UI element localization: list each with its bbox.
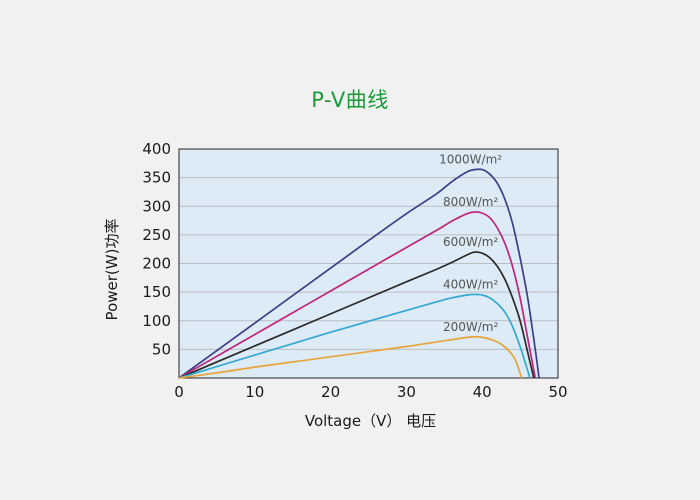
series-label: 600W/m² xyxy=(443,235,499,249)
x-tick-label: 0 xyxy=(174,383,184,401)
series-line-3 xyxy=(178,293,531,379)
series-line-4 xyxy=(178,335,523,379)
y-tick-label: 200 xyxy=(142,255,171,273)
x-tick-label: 50 xyxy=(548,383,567,401)
series-label: 200W/m² xyxy=(443,320,499,334)
series-label: 400W/m² xyxy=(443,277,499,291)
plot-border xyxy=(178,148,559,379)
x-tick-label: 10 xyxy=(245,383,264,401)
y-axis-label: Power(W)功率 xyxy=(103,219,121,321)
series-line-1 xyxy=(178,211,537,379)
y-tick-label: 400 xyxy=(142,140,171,158)
x-axis-label: Voltage（V） 电压 xyxy=(305,412,436,430)
x-tick-label: 30 xyxy=(397,383,416,401)
y-tick-label: 350 xyxy=(142,169,171,187)
series-label: 800W/m² xyxy=(443,195,499,209)
y-tick-label: 150 xyxy=(142,283,171,301)
y-tick-label: 250 xyxy=(142,226,171,244)
y-tick-label: 50 xyxy=(152,340,171,358)
x-tick-label: 40 xyxy=(473,383,492,401)
series-label: 1000W/m² xyxy=(439,153,502,167)
y-tick-label: 100 xyxy=(142,312,171,330)
series-line-2 xyxy=(178,251,535,379)
y-tick-label: 300 xyxy=(142,197,171,215)
series-line-0 xyxy=(178,168,540,379)
chart-title: P-V曲线 xyxy=(311,88,389,112)
x-tick-label: 20 xyxy=(321,383,340,401)
